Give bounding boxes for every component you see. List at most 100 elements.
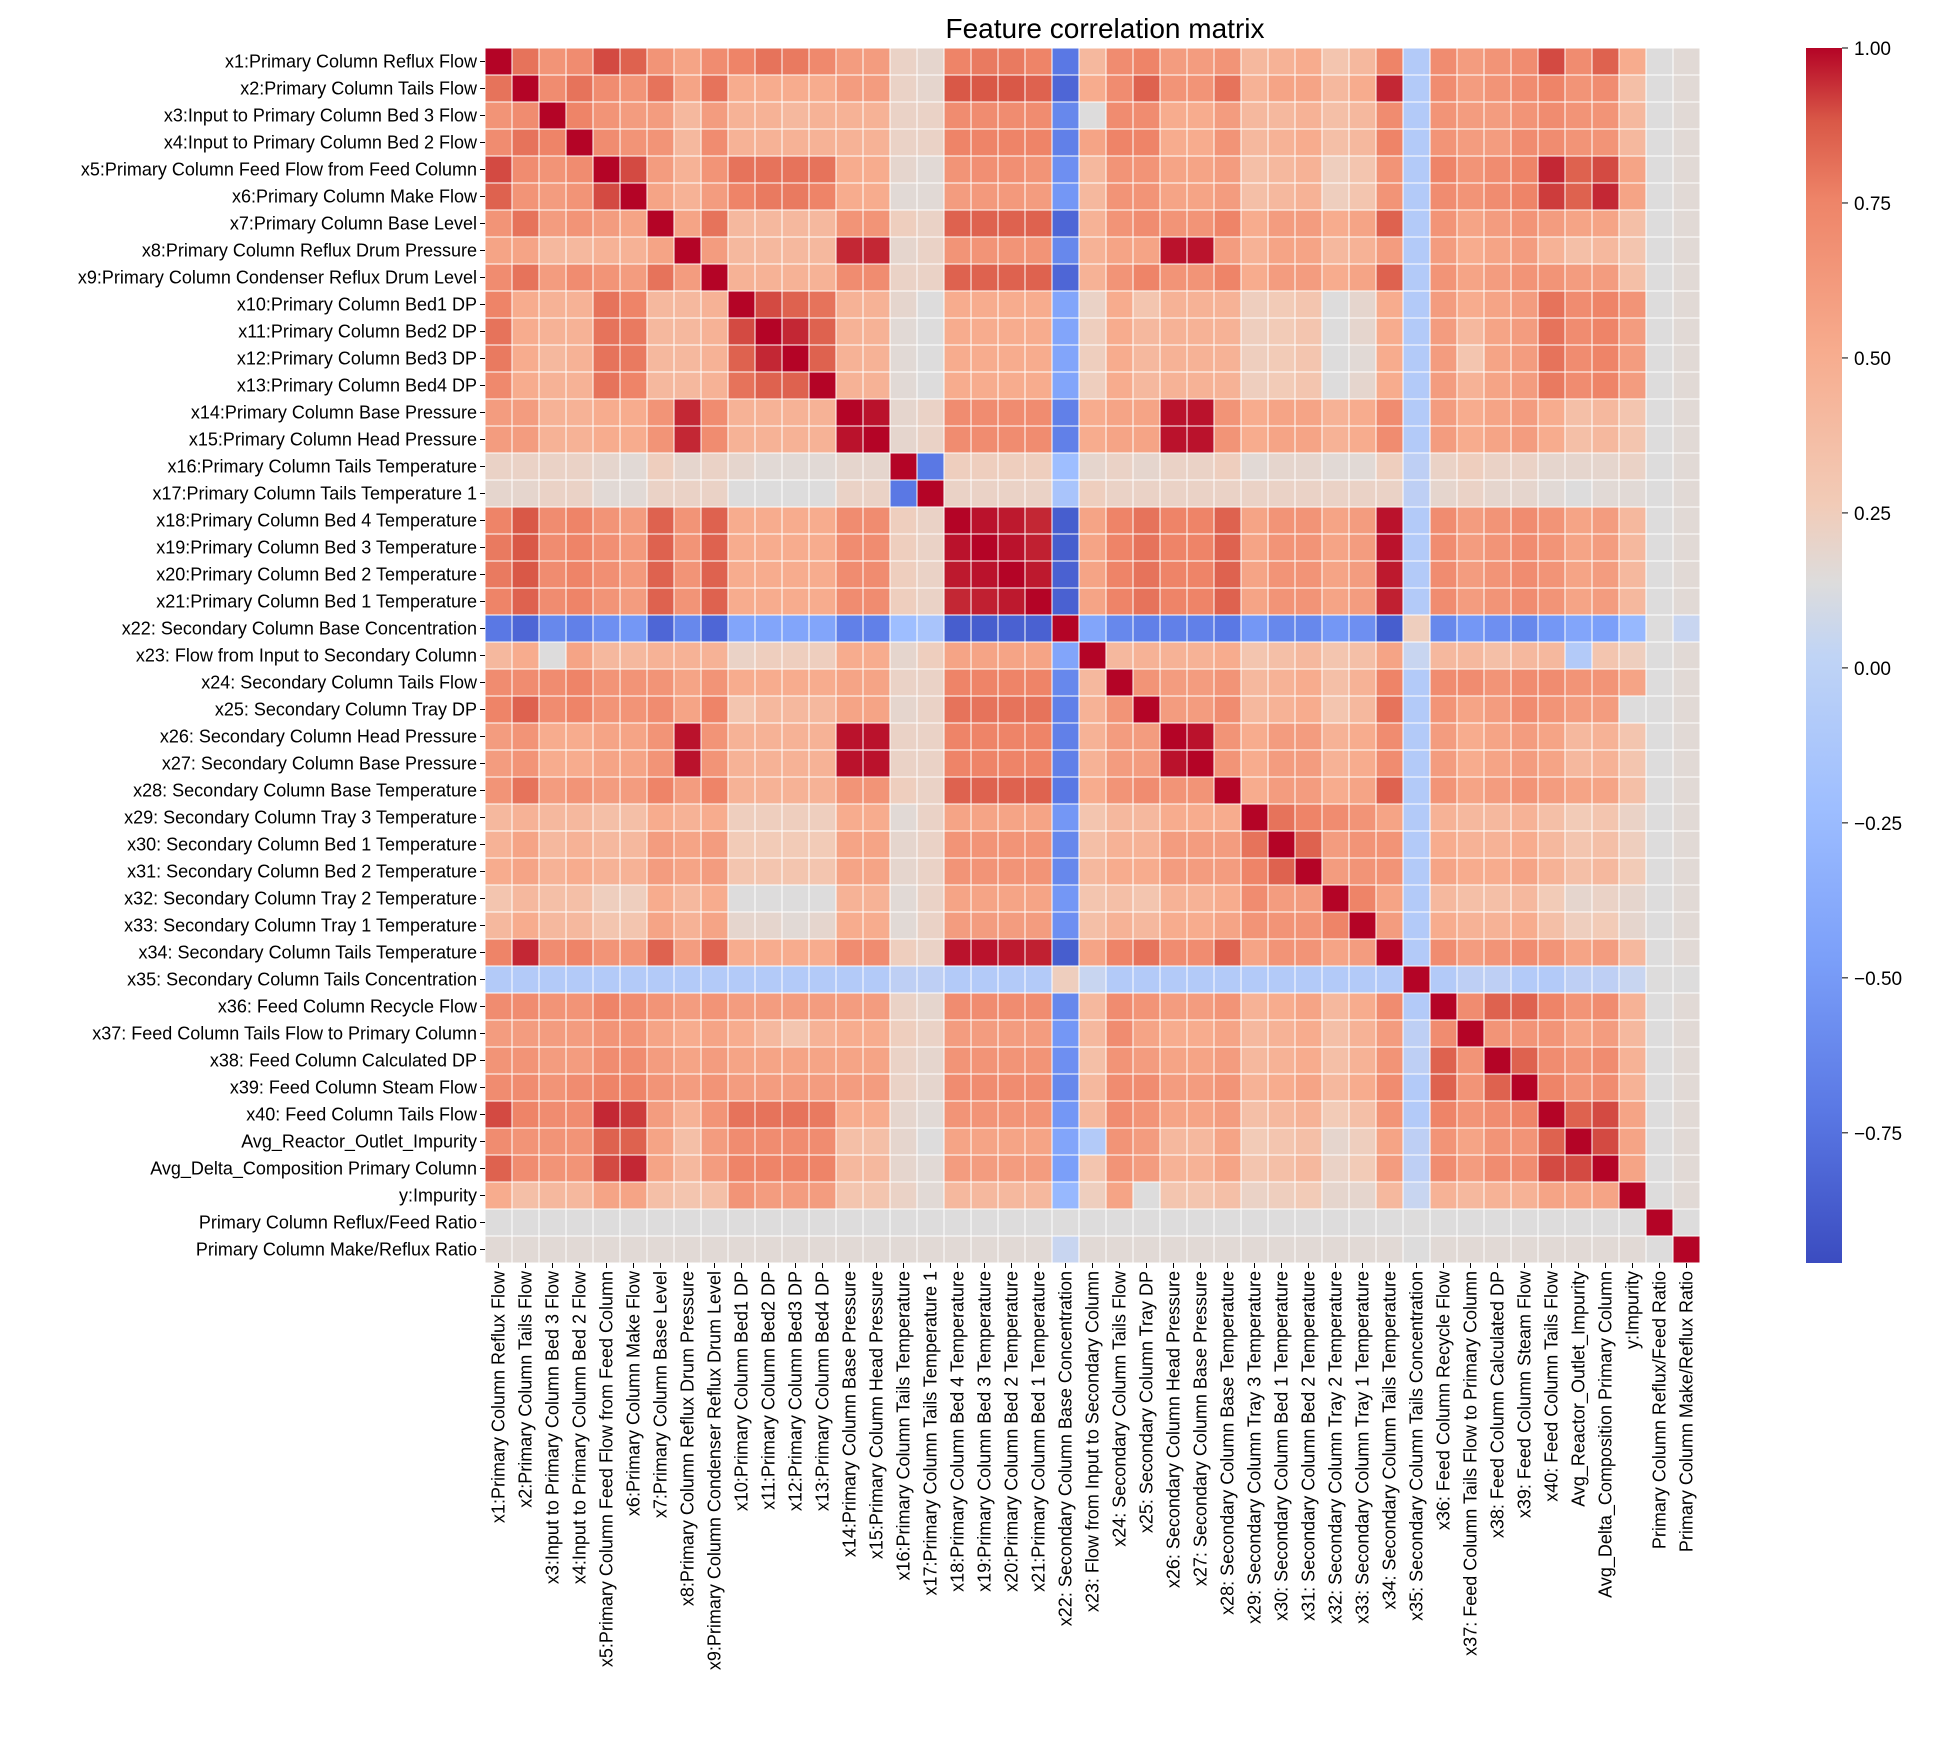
heatmap-cell [916,155,945,184]
heatmap-cell [673,209,702,238]
heatmap-cell [1564,1073,1593,1102]
heatmap-cell [1051,74,1080,103]
heatmap-cell [592,344,621,373]
heatmap-cell [1375,425,1404,454]
heatmap-cell [484,182,513,211]
heatmap-cell [1564,614,1593,643]
colorbar-tick-label: 0.25 [1854,504,1891,525]
heatmap-cell [1051,614,1080,643]
heatmap-cell [1348,992,1377,1021]
heatmap-cell [1159,857,1188,886]
heatmap-cell [1591,668,1620,697]
heatmap-cell [916,641,945,670]
heatmap-cell [1402,1127,1431,1156]
heatmap-cell [1294,722,1323,751]
heatmap-cell [808,992,837,1021]
heatmap-cell [1591,263,1620,292]
heatmap-cell [1645,695,1674,724]
heatmap-cell [1159,371,1188,400]
heatmap-cell [484,1181,513,1210]
heatmap-cell [727,1046,756,1075]
heatmap-cell [1024,236,1053,265]
heatmap-cell [1105,938,1134,967]
heatmap-cell [1429,506,1458,535]
heatmap-cell [1429,236,1458,265]
heatmap-cell [1645,479,1674,508]
heatmap-cell [1240,128,1269,157]
heatmap-cell [1132,965,1161,994]
heatmap-cell [1294,668,1323,697]
heatmap-cell [916,938,945,967]
heatmap-cell [1510,1154,1539,1183]
heatmap-cell [538,263,567,292]
heatmap-cell [1456,1127,1485,1156]
heatmap-cell [1672,884,1701,913]
heatmap-cell [808,641,837,670]
heatmap-cell [1267,533,1296,562]
heatmap-cell [1645,560,1674,589]
heatmap-cell [1672,128,1701,157]
heatmap-cell [943,1100,972,1129]
heatmap-cell [889,371,918,400]
heatmap-cell [1672,371,1701,400]
heatmap-cell [1159,74,1188,103]
heatmap-cell [1402,938,1431,967]
heatmap-cell [1483,938,1512,967]
heatmap-cell [1510,317,1539,346]
heatmap-cell [1213,371,1242,400]
heatmap-cell [1429,371,1458,400]
heatmap-cell [700,884,729,913]
heatmap-cell [1159,695,1188,724]
heatmap-cell [970,1100,999,1129]
heatmap-cell [1294,911,1323,940]
heatmap-cell [754,209,783,238]
heatmap-cell [1591,290,1620,319]
heatmap-cell [619,209,648,238]
heatmap-cell [1591,776,1620,805]
heatmap-cell [673,128,702,157]
heatmap-cell [835,398,864,427]
heatmap-cell [1483,695,1512,724]
heatmap-cell [1618,1046,1647,1075]
heatmap-cell [1456,209,1485,238]
heatmap-cell [1672,695,1701,724]
heatmap-cell [1618,560,1647,589]
heatmap-cell [1564,479,1593,508]
heatmap-cell [1051,695,1080,724]
heatmap-cell [565,74,594,103]
heatmap-cell [1672,1046,1701,1075]
heatmap-cell [619,344,648,373]
heatmap-cell [1267,992,1296,1021]
y-tick-label: x40: Feed Column Tails Flow [246,1105,478,1125]
heatmap-cell [1132,857,1161,886]
heatmap-cell [1483,803,1512,832]
heatmap-cell [1294,695,1323,724]
heatmap-cell [1402,344,1431,373]
heatmap-cell [1186,614,1215,643]
heatmap-cell [511,614,540,643]
colorbar: −0.75−0.50−0.250.000.250.500.751.00 [1806,39,1902,1263]
heatmap-cell [1321,398,1350,427]
heatmap-cell [511,128,540,157]
heatmap-cell [1645,425,1674,454]
heatmap-cell [673,938,702,967]
heatmap-cell [484,1154,513,1183]
heatmap-cell [700,857,729,886]
heatmap-cell [700,722,729,751]
heatmap-cell [565,398,594,427]
heatmap-cell [1186,479,1215,508]
heatmap-cell [1024,182,1053,211]
heatmap-cell [646,47,675,76]
heatmap-cell [565,749,594,778]
heatmap-cell [511,263,540,292]
heatmap-cell [754,992,783,1021]
heatmap-cell [1645,1208,1674,1237]
heatmap-cell [1564,290,1593,319]
heatmap-cell [727,371,756,400]
heatmap-cell [1267,479,1296,508]
heatmap-cell [1294,1046,1323,1075]
heatmap-cell [619,425,648,454]
x-tick-label: x33: Secondary Column Tray 1 Temperature [1353,1271,1373,1624]
heatmap-cell [1672,101,1701,130]
heatmap-cell [754,722,783,751]
